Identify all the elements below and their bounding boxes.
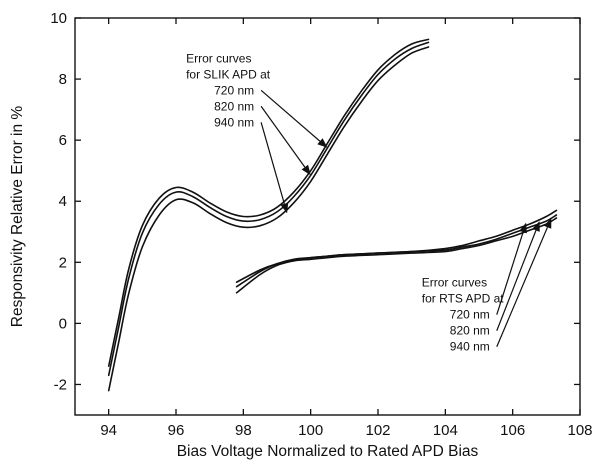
annotation-text: Error curves — [186, 51, 251, 65]
x-axis-title: Bias Voltage Normalized to Rated APD Bia… — [177, 443, 479, 460]
annotation-wavelength-label: 820 nm — [450, 324, 490, 338]
y-axis-title: Responsivity Relative Error in % — [9, 106, 26, 328]
arrow-head — [317, 138, 328, 148]
arrow-line — [260, 105, 306, 168]
arrow-line — [496, 231, 524, 315]
arrow-line — [496, 226, 549, 347]
annotation-wavelength-label: 720 nm — [450, 308, 490, 322]
y-tick-label: -2 — [54, 376, 67, 393]
arrow-head — [532, 221, 540, 232]
y-tick-label: 2 — [59, 254, 67, 271]
x-tick-label: 98 — [235, 422, 252, 439]
curve-rts-820-nm — [235, 214, 558, 288]
arrow-head — [301, 164, 311, 176]
curve-rts-940-nm — [235, 217, 558, 283]
arrow-line — [260, 122, 285, 204]
curve-slik-940-nm — [107, 46, 430, 392]
plot-frame — [74, 17, 581, 416]
annotation-for-rts-apd-at: Error curves for RTS APD at 720 nm 820 nm 94… — [422, 218, 552, 354]
annotation-wavelength-label: 940 nm — [214, 115, 254, 129]
arrow-line — [496, 230, 537, 331]
arrow-line — [260, 89, 321, 142]
x-tick-label: 106 — [500, 422, 525, 439]
annotation-wavelength-label: 720 nm — [214, 83, 254, 97]
annotations-layer: Error curves for SLIK APD at 720 nm 820 nm 9… — [186, 51, 552, 354]
arrow-head — [280, 202, 289, 214]
x-tick-label: 100 — [298, 422, 323, 439]
curves-layer — [107, 38, 558, 392]
curve-slik-720-nm — [107, 38, 430, 367]
y-tick-label: 0 — [59, 315, 67, 332]
arrow-head — [543, 218, 552, 229]
x-tick-label: 94 — [100, 422, 117, 439]
x-tick-label: 108 — [567, 422, 592, 439]
arrow-head — [519, 222, 527, 234]
annotation-wavelength-label: 940 nm — [450, 340, 490, 354]
x-tick-label: 96 — [168, 422, 185, 439]
x-tick-label: 104 — [433, 422, 458, 439]
annotation-text: Error curves — [422, 276, 487, 290]
y-tick-label: 10 — [50, 10, 67, 27]
curve-slik-820-nm — [107, 41, 430, 377]
annotation-text: for SLIK APD at — [186, 67, 271, 81]
x-tick-label: 102 — [365, 422, 390, 439]
axis-ticks: 94 96 98 100 102 104 106 108 -2 0 2 4 6 8 10 — [50, 10, 592, 439]
annotation-wavelength-label: 820 nm — [214, 99, 254, 113]
annotation-text: for RTS APD at — [422, 292, 504, 306]
y-tick-label: 4 — [59, 193, 67, 210]
annotation-for-slik-apd-at: Error curves for SLIK APD at 720 nm 820 nm 9… — [186, 51, 328, 214]
y-tick-label: 8 — [59, 71, 67, 88]
y-tick-label: 6 — [59, 132, 67, 149]
